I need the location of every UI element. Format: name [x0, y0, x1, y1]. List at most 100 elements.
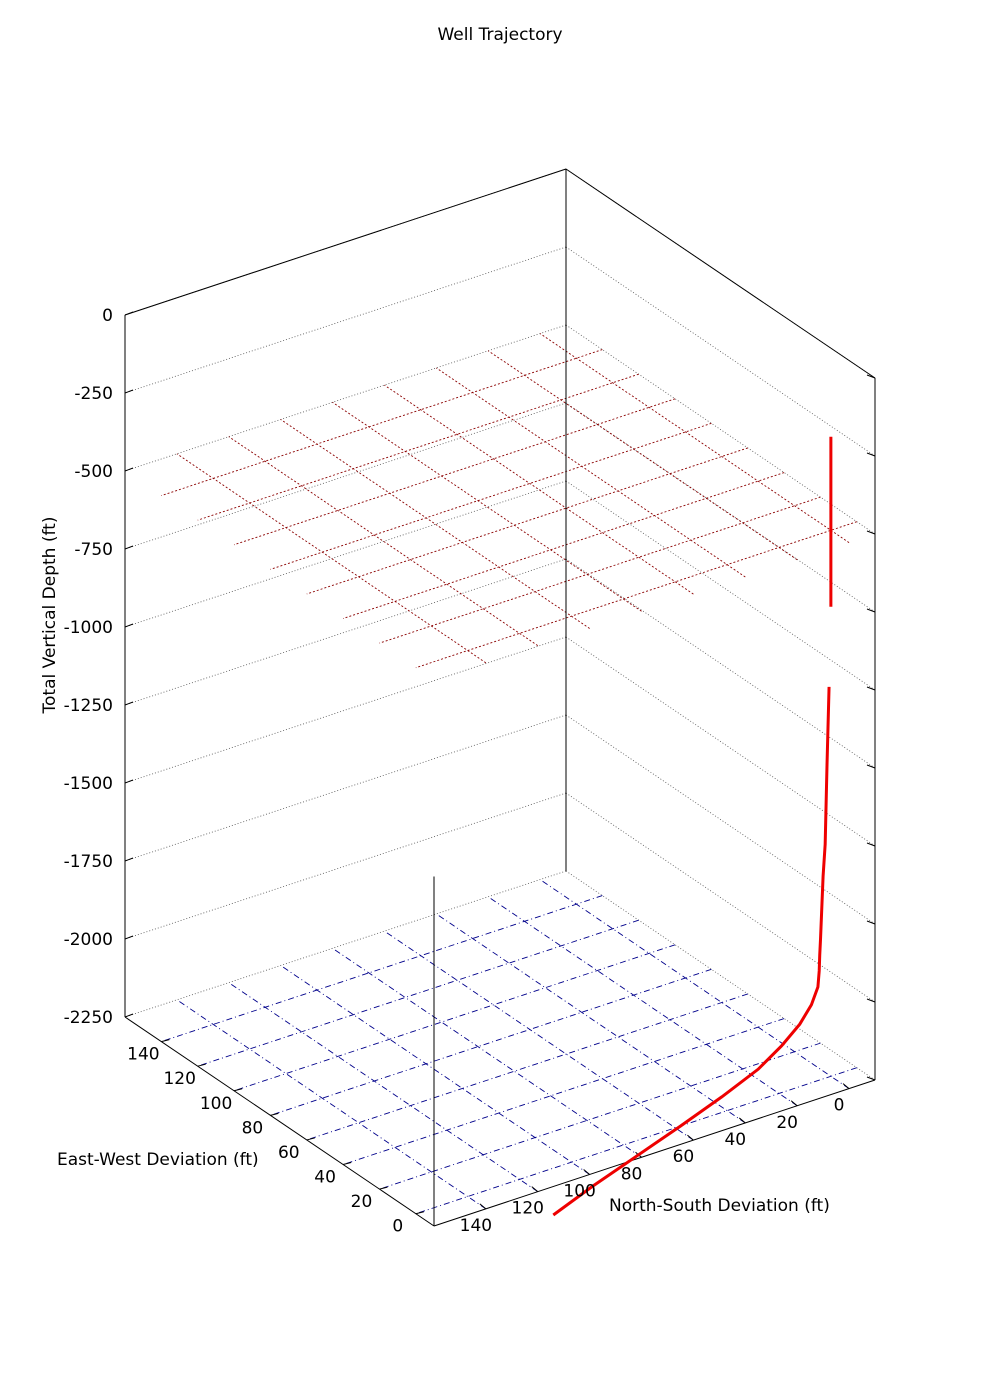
x-tick-label: 80 [621, 1164, 643, 1184]
back-grid-line [565, 870, 876, 1081]
z-tick-label: -500 [74, 462, 113, 482]
y-tick-label: 120 [163, 1069, 195, 1089]
back-grid-line [124, 870, 567, 1018]
upper-plane-line [415, 521, 857, 669]
upper-plane-line [233, 398, 676, 546]
bottom-plane-line [487, 896, 798, 1107]
z-tick-mark [124, 779, 134, 784]
x-tick-label: 0 [834, 1096, 845, 1116]
back-grid-line [565, 558, 876, 769]
y-tick-label: 60 [278, 1143, 300, 1163]
bottom-plane-line [539, 879, 850, 1089]
z-tick-mark [866, 998, 876, 1003]
chart-title: Well Trajectory [437, 25, 562, 45]
x-tick-mark [842, 1083, 850, 1089]
y-tick-label: 40 [314, 1168, 336, 1188]
z-tick-label: -750 [74, 540, 113, 560]
upper-plane-line [332, 401, 642, 612]
x-tick-label: 20 [776, 1113, 798, 1133]
z-tick-label: -1750 [64, 852, 113, 872]
z-tick-mark [866, 920, 876, 925]
z-tick-mark [866, 530, 876, 535]
upper-plane-line [436, 367, 746, 578]
z-tick-mark [866, 452, 876, 457]
back-grid-line [124, 324, 567, 472]
z-tick-label: -2000 [64, 930, 113, 950]
back-grid-line [565, 480, 876, 691]
y-tick-mark [233, 1088, 243, 1092]
z-tick-mark [866, 1076, 876, 1081]
z-tick-mark [124, 545, 134, 550]
top-edge [565, 168, 876, 379]
bottom-plane-line [280, 965, 590, 1175]
y-tick-mark [342, 1162, 352, 1166]
upper-plane-line [306, 447, 748, 595]
y-axis-label: East-West Deviation (ft) [57, 1150, 259, 1170]
x-tick-mark [790, 1100, 798, 1107]
x-tick-label: 140 [460, 1216, 492, 1236]
upper-plane-line [384, 384, 694, 595]
y-tick-mark [415, 1211, 424, 1215]
x-tick-label: 60 [673, 1147, 695, 1167]
z-tick-label: 0 [102, 306, 113, 326]
y-tick-mark [197, 1063, 206, 1067]
back-grid-line [124, 792, 567, 940]
x-tick-mark [738, 1117, 746, 1124]
bottom-plane-line [384, 930, 694, 1141]
grid-layer [124, 168, 876, 1215]
axes-layer [124, 168, 876, 1227]
back-grid-line [124, 558, 567, 706]
y-tick-label: 80 [242, 1118, 264, 1138]
bottom-plane-line [332, 947, 642, 1158]
z-tick-mark [124, 701, 134, 706]
back-grid-line [124, 636, 567, 784]
z-tick-mark [124, 857, 134, 862]
z-tick-mark [124, 467, 134, 472]
upper-plane-line [270, 422, 712, 570]
z-tick-mark [866, 764, 876, 769]
z-tick-mark [866, 608, 876, 613]
upper-plane-line [197, 373, 639, 521]
tick-layer: 0 -250 -500 -750 -1000 -1250 -1500 -1750 -2000 -2… [64, 306, 845, 1237]
axis-line-x [433, 1079, 876, 1227]
back-grid-line [124, 480, 567, 628]
upper-plane-line [379, 496, 821, 644]
y-tick-mark [270, 1112, 279, 1116]
upper-plane-line [161, 349, 603, 497]
series-layer [552, 436, 833, 1217]
z-tick-label: -250 [74, 384, 113, 404]
axis-line-y [124, 1016, 435, 1227]
bottom-plane-line [379, 1042, 821, 1190]
upper-plane-line [487, 350, 798, 561]
top-edge [124, 168, 567, 316]
z-tick-mark [866, 374, 876, 379]
x-tick-mark [687, 1134, 694, 1141]
z-tick-mark [124, 311, 134, 316]
z-tick-mark [866, 842, 876, 847]
back-grid-line [565, 636, 876, 847]
upper-plane-line [176, 453, 487, 664]
x-tick-mark [583, 1169, 590, 1175]
x-tick-label: 100 [563, 1181, 595, 1201]
upper-plane-line [342, 472, 785, 619]
z-tick-mark [124, 935, 134, 940]
upper-plane-line [280, 419, 590, 629]
z-tick-label: -1500 [64, 774, 113, 794]
back-grid-line [565, 792, 876, 1003]
x-tick-mark [479, 1203, 487, 1210]
back-grid-line [565, 324, 876, 535]
back-grid-line [124, 246, 567, 394]
z-tick-mark [124, 623, 134, 628]
back-grid-line [124, 714, 567, 862]
z-tick-label: -2250 [64, 1008, 113, 1028]
back-grid-line [565, 246, 876, 457]
bottom-plane-line [436, 913, 746, 1124]
y-tick-label: 0 [392, 1217, 403, 1237]
x-tick-label: 120 [512, 1199, 544, 1219]
bottom-plane-line [228, 982, 539, 1193]
y-tick-mark [379, 1186, 388, 1190]
y-tick-label: 100 [200, 1094, 232, 1114]
z-tick-label: -1000 [64, 618, 113, 638]
y-tick-label: 20 [351, 1192, 373, 1212]
